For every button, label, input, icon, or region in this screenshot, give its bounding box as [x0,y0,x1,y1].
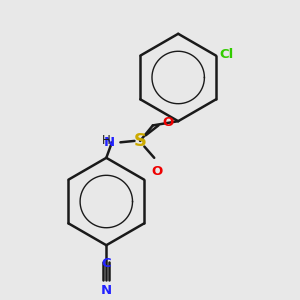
Text: C: C [101,257,111,270]
Text: N: N [101,284,112,297]
Text: Cl: Cl [219,48,234,61]
Text: O: O [152,165,163,178]
Text: N: N [103,136,115,149]
Text: S: S [134,132,147,150]
Text: H: H [102,134,111,147]
Text: O: O [163,116,174,129]
